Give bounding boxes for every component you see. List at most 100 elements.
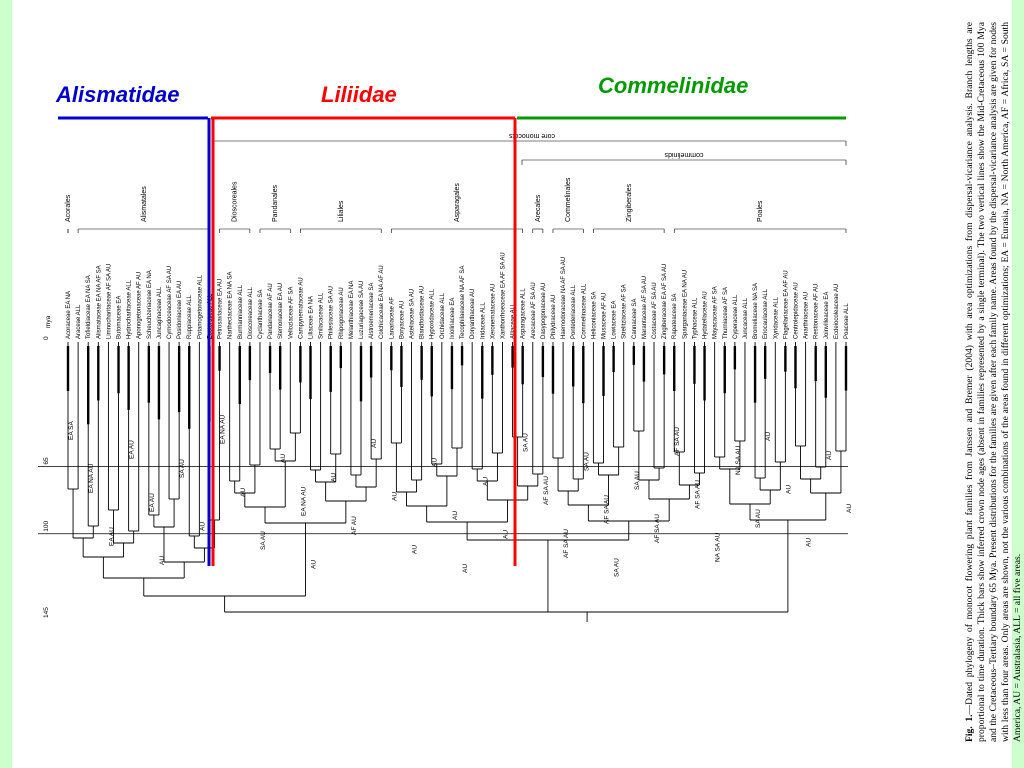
family-label: Costaceae AF SA AU [652, 282, 658, 339]
family-label: Cymodoceaceae AF SA AU [167, 266, 173, 339]
node-area-label: EA AU [108, 527, 115, 546]
family-label: Cyperaceae ALL [733, 294, 739, 339]
family-label: Burmanniaceae ALL [238, 284, 244, 339]
time-tick-label: 65 [43, 457, 50, 465]
family-label: Eriocaulaceae ALL [763, 288, 769, 339]
order-label: Zingiberales [626, 183, 633, 222]
node-area-label: EA NA AU [88, 463, 95, 493]
node-area-label: SA AU [755, 509, 762, 528]
caption-text: —Dated phylogeny of monocot flowering pl… [964, 22, 1024, 742]
node-area-label: SA AU [634, 471, 641, 490]
family-label: Asteliaceae SA AU [410, 289, 416, 339]
node-area-label: AU [159, 556, 166, 565]
family-label: Anarthriaceae AU [804, 292, 810, 339]
family-label: Joinvilleaceae EA [824, 292, 830, 339]
node-area-label: AF SA AU [694, 480, 701, 509]
order-label: Alismatales [141, 186, 148, 222]
node-area-label: AU [482, 477, 489, 486]
node-area-label: EA NA AU [300, 486, 307, 516]
family-label: Rapateaceae SA [672, 294, 678, 339]
family-label: Philesiaceae SA AU [329, 286, 335, 339]
node-area-label: AU [765, 432, 772, 441]
node-area-label: AU [502, 530, 509, 539]
figure-caption: Fig. 1.—Dated phylogeny of monocot flowe… [964, 22, 1024, 742]
node-area-label: AU [452, 511, 459, 520]
family-label: Petrosaviaceae EA AU [218, 279, 224, 339]
caption-fig-number: Fig. 1. [964, 714, 975, 742]
core-monocots-label: core monocots [509, 132, 555, 139]
family-label: Arecaceae AF SA AU [531, 282, 537, 339]
node-area-label: AF SA AU [604, 495, 611, 524]
family-label: Asparagaceae ALL [521, 288, 527, 339]
node-area-label: SA AU [583, 452, 590, 471]
family-label: Restionaceae AF AU [814, 284, 820, 339]
family-label: Mayacaceae AF SA [713, 286, 719, 339]
family-label: Ruppiaceae ALL [187, 294, 193, 339]
family-label: Heliconiaceae SA [591, 292, 597, 339]
node-area-label: AU [310, 560, 317, 569]
family-label: Orchidaceae ALL [440, 292, 446, 339]
family-label: Hydatellaceae AU [703, 291, 709, 339]
node-area-label: AU [785, 485, 792, 494]
time-tick-label: 0 [43, 336, 50, 340]
node-area-label: SA AU [523, 433, 530, 452]
family-label: Lowiaceae EA [612, 301, 618, 339]
commelinids-label: commelinids [664, 151, 703, 158]
family-label: Cyclanthaceae SA [258, 290, 264, 339]
family-label: Haemodoraceae NA AF SA AU [561, 257, 567, 339]
family-label: Dioscoreaceae ALL [248, 286, 254, 339]
family-label: Alstroemeriaceae SA [369, 283, 375, 339]
order-label: Poales [757, 200, 764, 222]
time-unit-label: mya [45, 315, 52, 328]
family-label: Campynemataceae AU [298, 277, 304, 339]
order-label: Liliales [338, 200, 345, 222]
family-label: Iridaceae ALL [480, 302, 486, 339]
family-label: Xanthorrhoeaceae EA AF SA AU [500, 252, 506, 339]
family-label: Flagellariaceae EA AF AU [783, 270, 789, 339]
family-label: Musaceae AF AU [602, 293, 608, 339]
family-label: Lanariaceae AF [389, 297, 395, 339]
family-label: Colchicaceae EA NA AF AU [379, 265, 385, 339]
family-label: Acoraceae EA NA [66, 291, 72, 339]
order-label: Asparagales [454, 183, 461, 222]
family-label: Limnocharitaceae AF SA AU [106, 264, 112, 339]
family-label: Tecophilaeaceae NA AF SA [460, 266, 466, 339]
family-label: Pontederiaceae ALL [571, 284, 577, 339]
family-label: Smilacaceae ALL [319, 292, 325, 339]
family-label: Luzuriagaceae SA AU [359, 281, 365, 339]
family-label: Rhipogonaceae AU [339, 287, 345, 339]
family-label: Boryaceae AU [399, 301, 405, 339]
family-label: Aponogetonaceae AF AU [137, 272, 143, 339]
node-area-label: EA AU [129, 440, 136, 459]
node-area-label: NA SA AU [715, 532, 722, 562]
family-label: Blandfordiaceae AU [420, 286, 426, 339]
family-label: Alismataceae EA NA AF SA [96, 265, 102, 339]
family-label: Ixioliriaceae EA [450, 298, 456, 339]
family-label: Nartheciaceae EA NA SA [228, 272, 234, 339]
node-area-label: AU [846, 504, 853, 513]
family-label: Hypoxidaceae ALL [430, 288, 436, 339]
node-area-label: AU [199, 522, 206, 531]
family-label: Butomaceae EA [117, 296, 123, 339]
time-tick-label: 145 [43, 607, 50, 618]
family-label: Doryanthaceae AU [470, 289, 476, 339]
node-area-label: EA SA [68, 421, 75, 440]
phylogeny-figure: Acoraceae EA NA Araceae ALL Tofieldiaceae … [38, 116, 853, 622]
clade-label-alismatidae: Alismatidae [56, 82, 180, 107]
family-label: Juncaginaceae ALL [157, 286, 163, 339]
family-label: Velloziaceae AF SA [288, 287, 294, 339]
node-area-label: EA NA AU [220, 414, 227, 444]
node-area-label: NA SA AU [735, 445, 742, 475]
order-label: Acorales [65, 194, 72, 222]
order-label: Commelinales [565, 177, 572, 222]
order-label: Pandanales [272, 185, 279, 222]
family-label: Scheuchzeriaceae EA NA [147, 270, 153, 339]
clade-label-liliidae: Liliidae [321, 82, 397, 107]
time-tick-label: 100 [43, 520, 50, 531]
node-area-label: AF SA AU [674, 427, 681, 456]
family-label: Tofieldiaceae EA NA SA [86, 275, 92, 339]
node-area-label: AU [371, 439, 378, 448]
node-area-label: SA AU [179, 459, 186, 478]
family-label: Liliaceae EA NA [308, 296, 314, 339]
family-label: Pandanaceae AF AU [268, 283, 274, 339]
